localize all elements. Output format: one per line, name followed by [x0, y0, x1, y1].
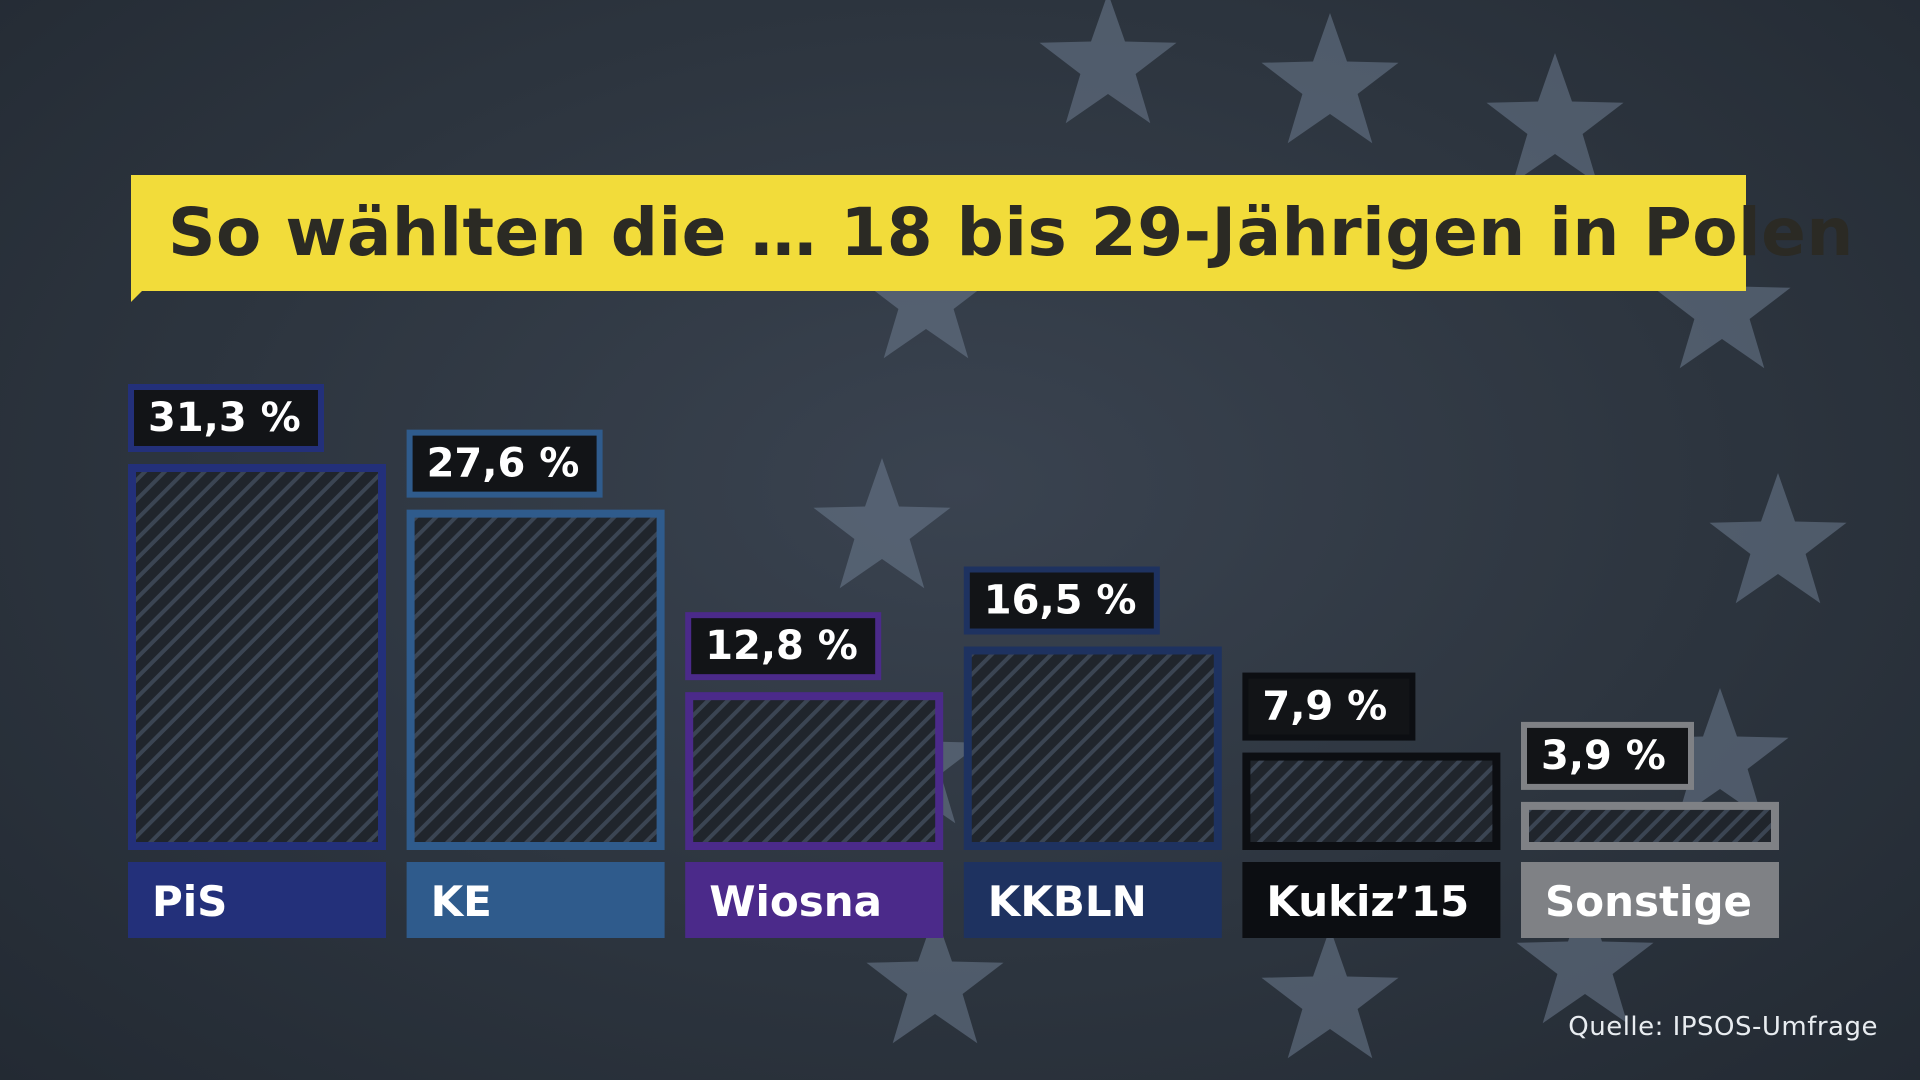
category-label: KE	[431, 877, 492, 926]
title-banner-tail	[131, 290, 143, 302]
bar-group: 31,3 % PiS	[128, 384, 386, 938]
bar-group: 27,6 % KE	[406, 429, 665, 938]
category-label: Sonstige	[1545, 877, 1752, 926]
category-label-box	[1242, 862, 1501, 938]
category-label-box	[685, 862, 944, 938]
value-label-box	[1242, 672, 1416, 741]
value-label-box	[406, 429, 603, 498]
source-note: Quelle: IPSOS-Umfrage	[1568, 1012, 1878, 1042]
category-label: PiS	[152, 877, 227, 926]
bar-group: 16,5 % KKBLN	[963, 566, 1222, 938]
star-icon	[1261, 928, 1399, 1059]
value-label-box	[963, 566, 1160, 635]
title-banner	[131, 175, 1746, 291]
value-label-box	[685, 612, 882, 681]
star-icon	[1651, 688, 1789, 819]
star-icon	[866, 913, 1004, 1044]
bar	[1521, 801, 1779, 851]
star-icon	[1039, 0, 1177, 124]
value-label: 31,3 %	[148, 395, 301, 441]
value-label: 16,5 %	[984, 578, 1137, 624]
chart-title: So wählten die … 18 bis 29-Jährigen in P…	[168, 194, 1854, 271]
category-label-box	[1521, 862, 1779, 938]
star-icon	[1709, 473, 1847, 604]
star-icon	[1653, 238, 1791, 369]
category-label-box	[406, 862, 665, 938]
star-icon	[1516, 893, 1654, 1024]
star-icon	[857, 228, 995, 359]
bar	[1242, 752, 1501, 850]
star-icon	[1486, 53, 1624, 184]
bar	[685, 692, 944, 851]
value-label: 27,6 %	[427, 441, 580, 487]
value-label-box	[1521, 721, 1694, 790]
star-icon	[1261, 13, 1399, 144]
category-label-box	[128, 862, 386, 938]
value-label-box	[128, 384, 324, 452]
value-label: 3,9 %	[1541, 733, 1666, 779]
value-label: 7,9 %	[1262, 684, 1387, 730]
star-icon	[813, 458, 951, 589]
value-label: 12,8 %	[705, 623, 858, 669]
bar	[963, 646, 1222, 850]
category-label: Kukiz’15	[1266, 877, 1469, 926]
category-label-box	[963, 862, 1222, 938]
bar-group: 7,9 % Kukiz’15	[1242, 672, 1501, 938]
category-label: Wiosna	[709, 877, 882, 926]
bar	[128, 464, 386, 850]
category-label: KKBLN	[988, 877, 1147, 926]
bar-group: 3,9 % Sonstige	[1521, 721, 1779, 938]
bar-group: 12,8 % Wiosna	[685, 612, 944, 938]
bar	[406, 509, 665, 850]
